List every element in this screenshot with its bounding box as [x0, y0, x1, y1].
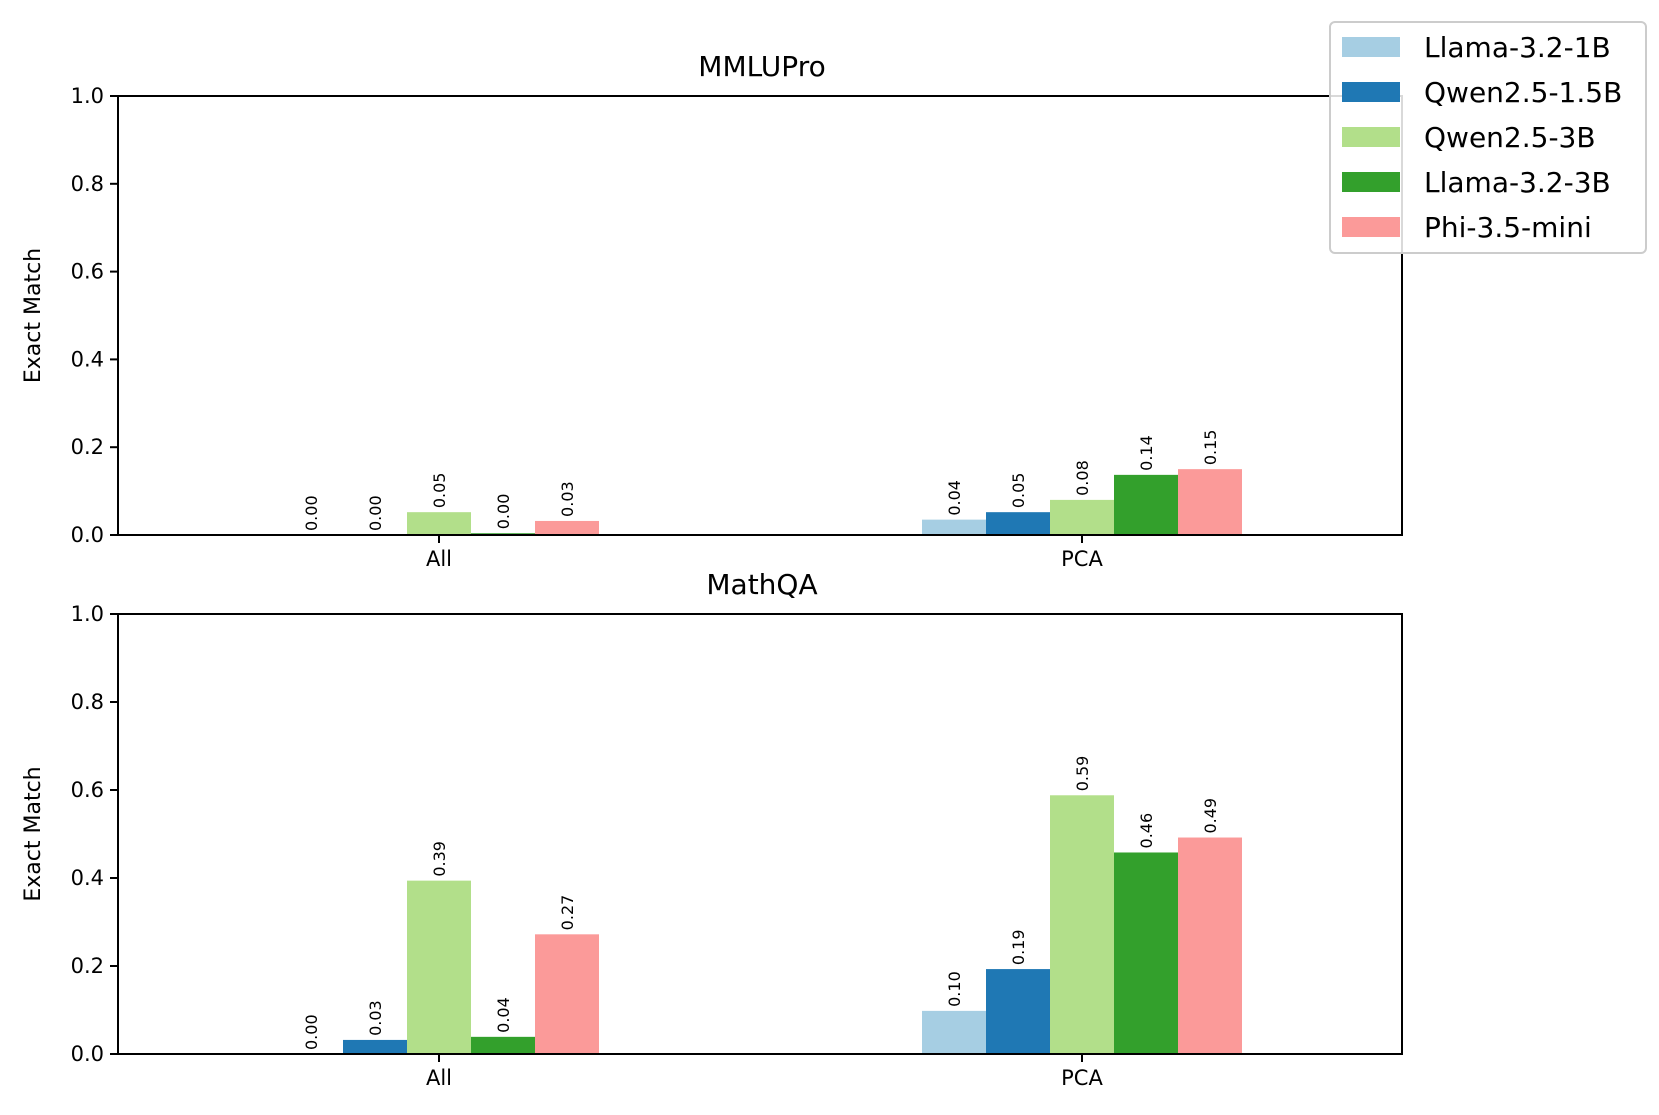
y-tick-label: 0.4 [71, 866, 104, 890]
axes-frame [117, 613, 1403, 1055]
bar-value-label: 0.10 [945, 971, 964, 1007]
legend-swatch-qwen2-5-3b [1342, 127, 1400, 147]
bar-qwen2-5-3b-all [407, 512, 471, 535]
chart-panel-mmlupro: 0.00 0.04 0.00 0.05 0.05 0.08 0.00 0.14 0.03 0.15… [21, 50, 1403, 571]
legend-label: Qwen2.5-3B [1424, 121, 1596, 154]
legend-label: Llama-3.2-1B [1424, 31, 1611, 64]
chart-title: MathQA [706, 568, 817, 601]
y-tick-label: 0.0 [71, 523, 104, 547]
y-tick-label: 0.6 [71, 260, 104, 284]
bar-value-label: 0.08 [1073, 460, 1092, 496]
bar-value-label: 0.39 [430, 841, 449, 877]
bar-qwen2-5-1-5b-pca [986, 512, 1050, 535]
y-axis-label: Exact Match [21, 248, 46, 383]
bar-phi-3-5-mini-pca [1178, 837, 1242, 1054]
chart-panel-mathqa: 0.00 0.10 0.03 0.19 0.39 0.59 0.04 0.46 0.27 0.49… [21, 568, 1403, 1090]
legend: Llama-3.2-1B Qwen2.5-1.5B Qwen2.5-3B Llama-… [1329, 21, 1647, 254]
bar-llama-3-2-1b-pca [922, 1010, 986, 1054]
legend-swatch-llama-3-2-3b [1342, 172, 1400, 192]
y-tick-label: 1.0 [71, 84, 104, 108]
axes-frame [117, 95, 1403, 536]
legend-label: Qwen2.5-1.5B [1424, 76, 1622, 109]
bar-llama-3-2-3b-pca [1114, 474, 1178, 535]
bar-value-label: 0.00 [494, 494, 513, 530]
chart-title: MMLUPro [698, 50, 825, 83]
bar-value-label: 0.04 [945, 480, 964, 516]
x-tick-label: All [426, 1066, 452, 1090]
legend-swatch-phi-3-5-mini [1342, 217, 1400, 237]
bar-value-label: 0.03 [366, 1000, 385, 1036]
bar-value-label: 0.00 [302, 495, 321, 531]
bar-value-label: 0.03 [558, 481, 577, 517]
bar-qwen2-5-3b-all [407, 880, 471, 1054]
y-tick-label: 0.8 [71, 690, 104, 714]
bar-value-label: 0.49 [1201, 798, 1220, 834]
y-tick-label: 0.2 [71, 954, 104, 978]
bar-value-label: 0.05 [430, 473, 449, 509]
bar-phi-3-5-mini-pca [1178, 469, 1242, 535]
bar-qwen2-5-1-5b-pca [986, 969, 1050, 1054]
y-tick-label: 1.0 [71, 602, 104, 626]
bar-value-label: 0.59 [1073, 756, 1092, 792]
bar-value-label: 0.14 [1137, 435, 1156, 471]
bar-phi-3-5-mini-all [535, 934, 599, 1054]
bar-qwen2-5-1-5b-all [343, 1039, 407, 1054]
bar-value-label: 0.19 [1009, 929, 1028, 965]
legend-box [1329, 21, 1647, 254]
bar-value-label: 0.15 [1201, 430, 1220, 466]
bar-value-label: 0.00 [302, 1014, 321, 1050]
legend-swatch-llama-3-2-1b [1342, 37, 1400, 57]
bar-qwen2-5-3b-pca [1050, 795, 1114, 1054]
legend-label: Phi-3.5-mini [1424, 211, 1592, 244]
y-tick-label: 0.6 [71, 778, 104, 802]
bar-value-label: 0.46 [1137, 813, 1156, 849]
bar-llama-3-2-1b-pca [922, 519, 986, 535]
bar-value-label: 0.00 [366, 495, 385, 531]
bar-value-label: 0.05 [1009, 473, 1028, 509]
y-tick-label: 0.0 [71, 1042, 104, 1066]
bar-value-label: 0.04 [494, 997, 513, 1033]
y-axis-label: Exact Match [21, 766, 46, 901]
y-tick-label: 0.2 [71, 435, 104, 459]
bar-value-label: 0.27 [558, 895, 577, 931]
bar-phi-3-5-mini-all [535, 520, 599, 535]
bar-qwen2-5-3b-pca [1050, 499, 1114, 535]
x-tick-label: PCA [1061, 547, 1103, 571]
x-tick-label: All [426, 547, 452, 571]
legend-swatch-qwen2-5-1-5b [1342, 82, 1400, 102]
y-tick-label: 0.8 [71, 172, 104, 196]
bar-llama-3-2-3b-pca [1114, 852, 1178, 1054]
x-tick-label: PCA [1061, 1066, 1103, 1090]
y-tick-label: 0.4 [71, 347, 104, 371]
bar-llama-3-2-3b-all [471, 1036, 535, 1054]
legend-label: Llama-3.2-3B [1424, 166, 1611, 199]
